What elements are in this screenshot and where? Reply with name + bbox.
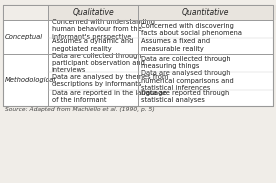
Bar [3, 5, 48, 20]
Text: Methodological: Methodological [5, 76, 56, 83]
Bar [3, 5, 273, 106]
Bar [48, 5, 138, 20]
Text: Data are collected through
measuring things: Data are collected through measuring thi… [141, 56, 231, 69]
Text: Concerned with discovering
facts about social phenomena: Concerned with discovering facts about s… [141, 23, 242, 36]
Text: Concerned with understanding
human behaviour from the
informant's perspective: Concerned with understanding human behav… [52, 19, 155, 40]
Text: Source: Adapted from Machiello et al. (1990, p. 5): Source: Adapted from Machiello et al. (1… [5, 107, 155, 112]
Text: Data are analysed by themes from
descriptions by informants: Data are analysed by themes from descrip… [52, 74, 168, 87]
Bar [138, 5, 276, 20]
Text: Data are analysed through
numerical comparisons and
statistical inferences: Data are analysed through numerical comp… [141, 70, 234, 91]
Bar [3, 5, 48, 20]
Bar [138, 5, 273, 20]
Text: Data are reported in the language
of the informant: Data are reported in the language of the… [52, 90, 166, 103]
Text: Data are collected through
participant observation and
interviews: Data are collected through participant o… [52, 53, 145, 73]
Text: Assumes a dynamic and
negotiated reality: Assumes a dynamic and negotiated reality [52, 38, 133, 52]
Text: Assumes a fixed and
measurable reality: Assumes a fixed and measurable reality [141, 38, 210, 52]
Text: Qualitative: Qualitative [72, 8, 114, 18]
Text: Quantitative: Quantitative [182, 8, 229, 18]
Bar [48, 5, 138, 20]
Text: Conceptual: Conceptual [5, 34, 43, 40]
Text: Data are reported through
statistical analyses: Data are reported through statistical an… [141, 90, 230, 103]
